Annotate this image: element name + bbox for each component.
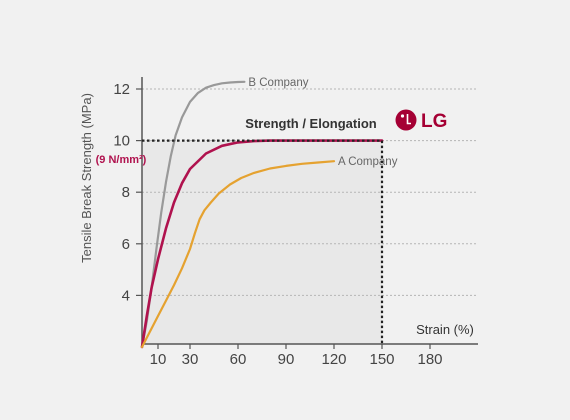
series-label-b-company: B Company — [248, 77, 308, 89]
series-line-a-company — [140, 160, 336, 349]
series-line-lg — [140, 139, 384, 349]
x-tick-label: 90 — [278, 351, 295, 368]
highlight-y-note: (9 N/mm²) — [96, 154, 147, 166]
y-tick-label: 12 — [113, 81, 130, 98]
lg-logo-stroke — [406, 114, 411, 125]
chart-title: Strength / Elongation — [245, 116, 376, 131]
series-label-a-company: A Company — [338, 156, 398, 168]
lg-logo-eye — [400, 114, 405, 118]
y-axis-label: Tensile Break Strength (MPa) — [79, 93, 94, 263]
x-tick-label: 180 — [417, 351, 442, 368]
lg-logo-text: LG — [421, 111, 447, 132]
x-axis-label: Strain (%) — [416, 322, 474, 337]
x-tick-label-highlight: 150 — [369, 351, 394, 368]
y-tick-label: 6 — [122, 236, 130, 253]
lg-logo-mark — [395, 109, 417, 131]
highlight-area — [142, 140, 382, 344]
x-tick-label: 10 — [150, 351, 167, 368]
y-tick-label: 8 — [122, 184, 130, 201]
y-tick-label: 4 — [122, 287, 130, 304]
y-tick-label: 10 — [113, 133, 130, 150]
x-tick-label: 30 — [182, 351, 199, 368]
x-tick-label: 120 — [321, 351, 346, 368]
x-tick-label: 60 — [230, 351, 247, 368]
series-line-b-company — [140, 80, 246, 349]
lg-logo: LG — [395, 109, 447, 132]
